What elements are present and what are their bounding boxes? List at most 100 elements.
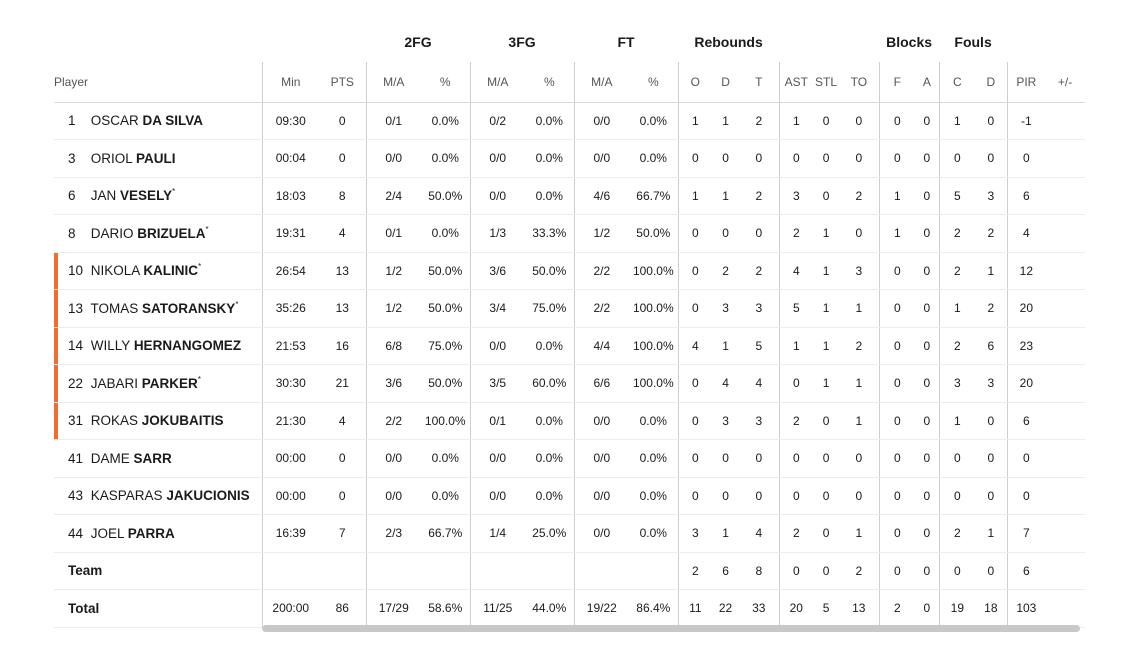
cell-foul-c: 1 — [938, 102, 976, 140]
cell-3fg-ma: 3/5 — [469, 364, 526, 403]
cell-ft-pct: 86.4% — [629, 589, 679, 628]
cell-foul-c: 0 — [938, 477, 976, 515]
player-name-cell[interactable]: 8 DARIO BRIZUELA* — [54, 214, 262, 253]
col-3fg-ma[interactable]: M/A — [469, 62, 526, 103]
player-row[interactable]: 14 WILLY HERNANGOMEZ 21:53 16 6/8 75.0% 0/0 0.… — [54, 327, 1086, 365]
col-player[interactable]: Player — [54, 62, 262, 103]
col-stl[interactable]: STL — [813, 62, 840, 103]
col-3fg-pct[interactable]: % — [525, 62, 575, 103]
player-last-name[interactable]: BRIZUELA — [137, 225, 206, 241]
player-last-name[interactable]: DA SILVA — [142, 113, 204, 129]
player-last-name[interactable]: PAULI — [136, 150, 176, 166]
cell-3fg-pct: 50.0% — [525, 252, 575, 290]
col-reb-o[interactable]: O — [677, 62, 713, 103]
cell-reb-t: 3 — [739, 289, 780, 328]
boxscore-table-container: 2FG 3FG FT Rebounds Blocks Fouls Player … — [54, 22, 1086, 637]
player-row[interactable]: 3 ORIOL PAULI 00:04 0 0/0 0.0% 0/0 0.0% 0/0 0.0%… — [54, 139, 1086, 178]
col-ft-ma[interactable]: M/A — [573, 62, 630, 103]
cell-blk-f: 0 — [878, 477, 916, 515]
player-row[interactable]: 44 JOEL PARRA 16:39 7 2/3 66.7% 1/4 25.0% 0/0 0.… — [54, 514, 1086, 553]
cell-2fg-pct: 0.0% — [421, 477, 471, 515]
cell-ft-ma: 4/6 — [573, 177, 630, 215]
cell-reb-o: 3 — [677, 514, 713, 553]
cell-ast: 20 — [778, 589, 814, 628]
cell-blk-a: 0 — [915, 514, 940, 553]
col-ft-pct[interactable]: % — [629, 62, 679, 103]
player-number: 41 — [68, 450, 84, 466]
player-last-name[interactable]: SATORANSKY — [142, 300, 236, 316]
player-row[interactable]: 6 JAN VESELY* 18:03 8 2/4 50.0% 0/0 0.0% 4/6 66.… — [54, 177, 1086, 215]
player-name-cell[interactable]: 14 WILLY HERNANGOMEZ — [54, 327, 262, 365]
cell-to: 0 — [839, 477, 880, 515]
player-name-cell[interactable]: 44 JOEL PARRA — [54, 514, 262, 553]
cell-ft-pct: 0.0% — [629, 477, 679, 515]
player-row[interactable]: 13 TOMAS SATORANSKY* 35:26 13 1/2 50.0% 3/4 75… — [54, 289, 1086, 328]
cell-pts: 0 — [319, 139, 366, 178]
cell-ft-pct: 0.0% — [629, 102, 679, 140]
cell-pts: 0 — [319, 439, 366, 478]
player-row[interactable]: 8 DARIO BRIZUELA* 19:31 4 0/1 0.0% 1/3 33.3% 1/… — [54, 214, 1086, 253]
player-row[interactable]: 10 NIKOLA KALINIC* 26:54 13 1/2 50.0% 3/6 50.0… — [54, 252, 1086, 290]
horizontal-scrollbar[interactable] — [262, 625, 1080, 632]
cell-3fg-pct: 25.0% — [525, 514, 575, 553]
player-row[interactable]: 41 DAME SARR 00:00 0 0/0 0.0% 0/0 0.0% 0/0 0.0% 0… — [54, 439, 1086, 478]
player-last-name[interactable]: KALINIC — [143, 263, 199, 279]
cell-blk-a: 0 — [915, 177, 940, 215]
cell-ft-pct: 100.0% — [629, 289, 679, 328]
cell-2fg-pct: 100.0% — [421, 402, 471, 440]
player-last-name[interactable]: JOKUBAITIS — [141, 413, 224, 429]
player-last-name[interactable]: PARRA — [127, 525, 175, 541]
player-last-name[interactable]: VESELY — [120, 188, 173, 204]
player-last-name[interactable]: JAKUCIONIS — [166, 488, 250, 504]
cell-ast: 0 — [778, 477, 814, 515]
player-name-cell[interactable]: 1 OSCAR DA SILVA — [54, 102, 262, 140]
player-name-cell[interactable]: 3 ORIOL PAULI — [54, 139, 262, 178]
col-2fg-ma[interactable]: M/A — [365, 62, 421, 103]
player-name-cell[interactable]: 22 JABARI PARKER* — [54, 364, 262, 403]
cell-blk-f: 2 — [878, 589, 916, 628]
col-blk-a[interactable]: A — [915, 62, 940, 103]
col-ast[interactable]: AST — [778, 62, 814, 103]
col-pts[interactable]: PTS — [319, 62, 366, 103]
col-foul-c[interactable]: C — [938, 62, 976, 103]
player-row[interactable]: 43 KASPARAS JAKUCIONIS 00:00 0 0/0 0.0% 0/0 0.… — [54, 477, 1086, 515]
cell-ft-pct: 0.0% — [629, 514, 679, 553]
cell-pir: 20 — [1006, 289, 1046, 328]
starter-mark: * — [235, 299, 239, 309]
cell-2fg-ma: 2/2 — [365, 402, 421, 440]
player-row[interactable]: 1 OSCAR DA SILVA 09:30 0 0/1 0.0% 0/2 0.0% 0/0 0… — [54, 102, 1086, 140]
cell-foul-c: 1 — [938, 289, 976, 328]
cell-2fg-pct: 50.0% — [421, 289, 471, 328]
col-pir[interactable]: PIR — [1006, 62, 1046, 103]
cell-pts: 4 — [319, 402, 366, 440]
col-foul-d[interactable]: D — [975, 62, 1008, 103]
cell-pir: 12 — [1006, 252, 1046, 290]
cell-2fg-ma: 0/0 — [365, 139, 421, 178]
group-header-misc — [779, 22, 879, 62]
player-last-name[interactable]: SARR — [133, 450, 172, 466]
col-blk-f[interactable]: F — [878, 62, 916, 103]
col-min[interactable]: Min — [261, 62, 319, 103]
player-name-cell[interactable]: 43 KASPARAS JAKUCIONIS — [54, 477, 262, 515]
cell-blk-f: 0 — [878, 252, 916, 290]
cell-ast: 2 — [778, 402, 814, 440]
col-2fg-pct[interactable]: % — [421, 62, 471, 103]
player-name-cell[interactable]: 6 JAN VESELY* — [54, 177, 262, 215]
col-reb-t[interactable]: T — [739, 62, 780, 103]
cell-foul-d: 2 — [975, 289, 1008, 328]
cell-2fg-ma: 1/2 — [365, 252, 421, 290]
player-name-cell[interactable]: 41 DAME SARR — [54, 439, 262, 478]
player-name-cell[interactable]: 13 TOMAS SATORANSKY* — [54, 289, 262, 328]
col-plus-minus[interactable]: +/- — [1045, 62, 1086, 103]
player-name-cell[interactable]: 10 NIKOLA KALINIC* — [54, 252, 262, 290]
cell-blk-a: 0 — [915, 439, 940, 478]
player-row[interactable]: 22 JABARI PARKER* 30:30 21 3/6 50.0% 3/5 60.0%… — [54, 364, 1086, 403]
col-to[interactable]: TO — [839, 62, 880, 103]
cell-3fg-ma: 0/0 — [469, 327, 526, 365]
player-row[interactable]: 31 ROKAS JOKUBAITIS 21:30 4 2/2 100.0% 0/1 0.0… — [54, 402, 1086, 440]
col-reb-d[interactable]: D — [712, 62, 740, 103]
player-name-cell[interactable]: 31 ROKAS JOKUBAITIS — [54, 402, 262, 440]
cell-3fg-pct: 60.0% — [525, 364, 575, 403]
player-last-name[interactable]: PARKER — [141, 375, 198, 391]
player-last-name[interactable]: HERNANGOMEZ — [133, 338, 242, 354]
